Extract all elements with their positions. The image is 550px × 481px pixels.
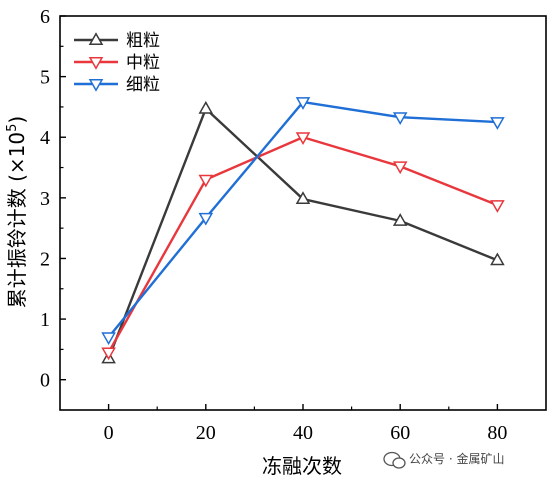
legend-item-1: 粗粒 — [74, 31, 160, 51]
legend-label: 细粒 — [126, 75, 160, 95]
series-1 — [101, 100, 505, 364]
data-point — [392, 161, 408, 175]
data-point — [490, 117, 505, 130]
wechat-icon — [383, 451, 406, 469]
x-axis: 0 20 40 60 80 — [104, 404, 507, 444]
legend-marker — [88, 57, 104, 70]
data-point — [101, 332, 116, 346]
legend-item-2: 中粒 — [74, 53, 160, 73]
data-point — [198, 100, 214, 114]
data-point — [101, 347, 116, 361]
series-2 — [101, 132, 505, 361]
y-axis-title-superscript: 5 — [5, 124, 20, 132]
data-point — [295, 97, 311, 110]
y-axis-title-main: 累计振铃计数 (×10 — [5, 132, 29, 308]
y-axis: 0 1 2 3 4 5 6 — [40, 6, 66, 392]
y-tick-label: 2 — [40, 248, 50, 270]
data-point — [490, 252, 505, 266]
series-line — [107, 136, 498, 354]
y-tick-label: 0 — [40, 370, 50, 392]
legend-marker — [88, 32, 104, 45]
series-layer — [101, 97, 505, 364]
y-tick-label: 4 — [40, 127, 50, 149]
data-point — [392, 112, 408, 126]
series-line — [107, 107, 498, 359]
x-tick-label: 20 — [196, 422, 216, 444]
y-axis-title: 累计振铃计数 (×105) — [5, 116, 29, 308]
legend-marker — [88, 79, 104, 92]
data-point — [198, 212, 214, 226]
x-tick-label: 40 — [293, 422, 313, 444]
x-tick-label: 80 — [487, 422, 507, 444]
x-tick-label: 0 — [104, 422, 114, 444]
series-3 — [101, 97, 505, 346]
y-tick-label: 3 — [40, 188, 50, 210]
y-tick-label: 6 — [40, 6, 50, 28]
legend-item-3: 细粒 — [74, 75, 160, 95]
x-axis-title: 冻融次数 — [262, 454, 342, 478]
data-point — [198, 174, 214, 188]
legend-label: 粗粒 — [126, 31, 160, 51]
data-point — [295, 191, 311, 205]
data-point — [295, 132, 311, 146]
y-tick-label: 5 — [40, 67, 50, 89]
y-tick-label: 1 — [40, 309, 50, 331]
watermark-text: 公众号 · 金属矿山 — [409, 451, 504, 466]
watermark: 公众号 · 金属矿山 — [383, 451, 504, 469]
data-point — [392, 213, 408, 226]
legend-label: 中粒 — [126, 53, 160, 73]
x-tick-label: 60 — [390, 422, 410, 444]
data-point — [490, 200, 505, 213]
y-axis-title-close: ) — [5, 116, 29, 124]
